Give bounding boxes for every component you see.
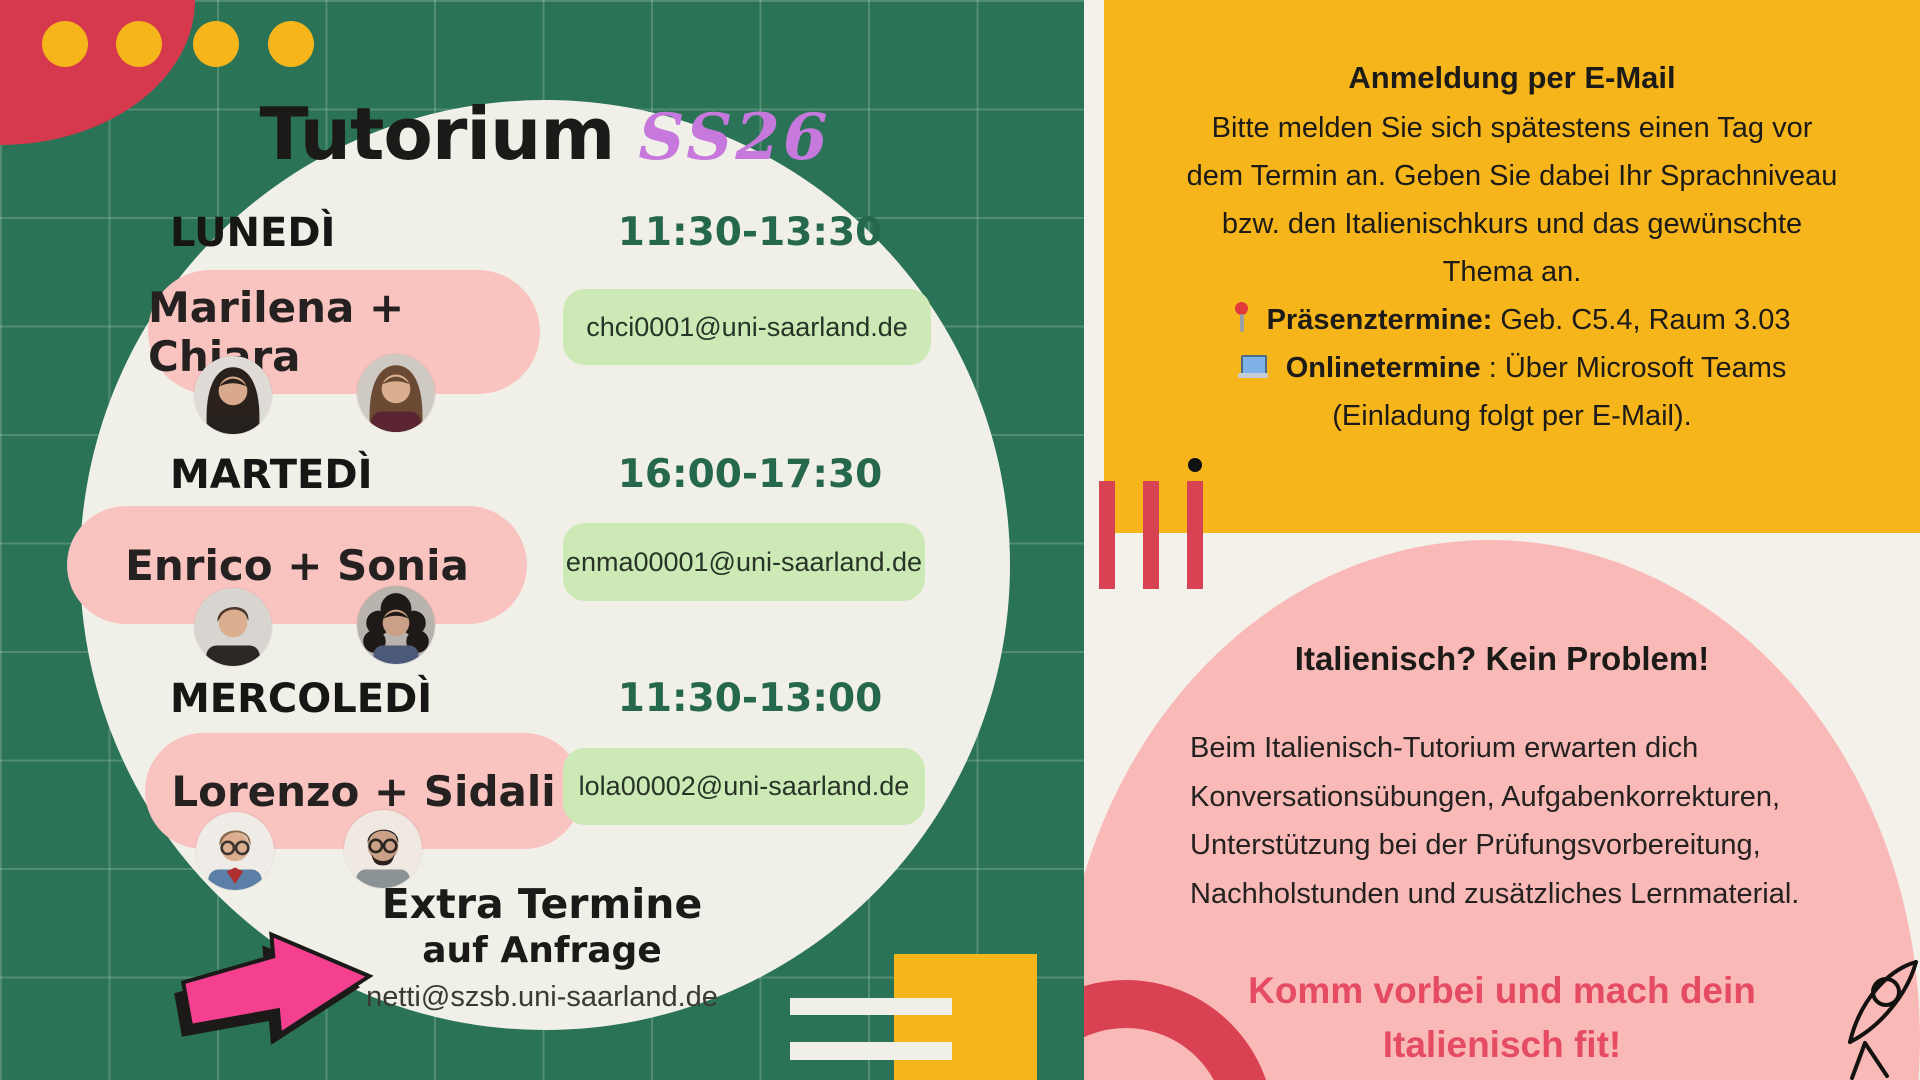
pin-icon [1234,302,1249,334]
poster-title-main: Tutorium [259,92,616,176]
poster-title-semester: SS26 [638,100,831,175]
email-pill-tuesday: enma00001@uni-saarland.de [563,523,925,601]
avatar-lorenzo [196,812,274,890]
registration-title: Anmeldung per E-Mail [1348,60,1676,95]
avatar-chiara [357,354,435,432]
yellow-rect-decoration [894,954,1037,1080]
avatar-enrico [194,588,272,666]
extra-line2: auf Anfrage [422,930,662,971]
time-label-wednesday: 11:30-13:00 [617,676,883,721]
tutors-names: Lorenzo + Sidali [171,766,556,816]
tutors-names: Enrico + Sonia [125,540,469,590]
cta-line2: Italienisch fit! [1382,1024,1622,1065]
red-bar-decoration [1099,481,1115,589]
cream-bar-decoration [790,998,952,1015]
pitch-body: Beim Italienisch-Tutorium erwarten dich … [1190,732,1800,910]
in-person-label: Präsenztermine: [1266,304,1493,336]
registration-body: Bitte melden Sie sich spätestens einen T… [1186,112,1838,288]
tutor-email: chci0001@uni-saarland.de [586,311,908,342]
red-bar-decoration [1143,481,1159,589]
registration-box: Anmeldung per E-Mail Bitte melden Sie si… [1104,0,1920,533]
email-pill-wednesday: lola00002@uni-saarland.de [563,748,925,825]
red-bar-decoration [1187,481,1203,589]
poster-title: Tutorium SS26 [95,92,995,176]
in-person-value: Geb. C5.4, Raum 3.03 [1500,304,1791,336]
online-line: Onlinetermine : Über Microsoft Teams [1104,344,1920,392]
yellow-dot-decoration [42,21,88,67]
tutors-pill-tuesday: Enrico + Sonia [67,506,527,624]
pitch-title: Italienisch? Kein Problem! [1294,640,1710,677]
extra-line1: Extra Termine [381,880,703,928]
time-label-monday: 11:30-13:30 [617,210,883,255]
day-label-tuesday: MARTEDÌ [170,452,373,498]
black-dot-decoration [1188,458,1202,472]
avatar-sidali [344,810,422,888]
cream-bar-decoration [790,1042,952,1060]
yellow-dot-decoration [193,21,239,67]
extra-appointments: Extra Termine auf Anfrage netti@szsb.uni… [292,880,792,1014]
day-label-wednesday: MERCOLEDÌ [170,676,433,722]
online-value: : Über Microsoft Teams [1488,352,1787,384]
right-panel: Anmeldung per E-Mail Bitte melden Sie si… [1084,0,1920,1080]
contact-email: netti@szsb.uni-saarland.de [366,981,718,1013]
email-pill-monday: chci0001@uni-saarland.de [563,289,931,365]
avatar-sonia [357,586,435,664]
stretching-figure-icon [1848,960,1918,1080]
yellow-dot-decoration [116,21,162,67]
arrow-right-icon [174,931,374,1045]
in-person-line: Präsenztermine: Geb. C5.4, Raum 3.03 [1104,296,1920,344]
cta-line1: Komm vorbei und mach dein [1248,970,1756,1011]
tutor-email: lola00002@uni-saarland.de [578,771,910,801]
pitch-cta: Komm vorbei und mach dein Italienisch fi… [1084,964,1920,1072]
day-label-monday: LUNEDÌ [170,210,336,256]
avatar-marilena [194,356,272,434]
tutor-email: enma00001@uni-saarland.de [565,546,923,577]
laptop-icon [1237,355,1268,379]
yellow-dot-decoration [268,21,314,67]
left-panel: Tutorium SS26 LUNEDÌ 11:30-13:30 Marilen… [0,0,1084,1080]
online-label: Onlinetermine [1285,352,1481,384]
time-label-tuesday: 16:00-17:30 [617,452,883,497]
online-note: (Einladung folgt per E-Mail). [1332,400,1692,432]
